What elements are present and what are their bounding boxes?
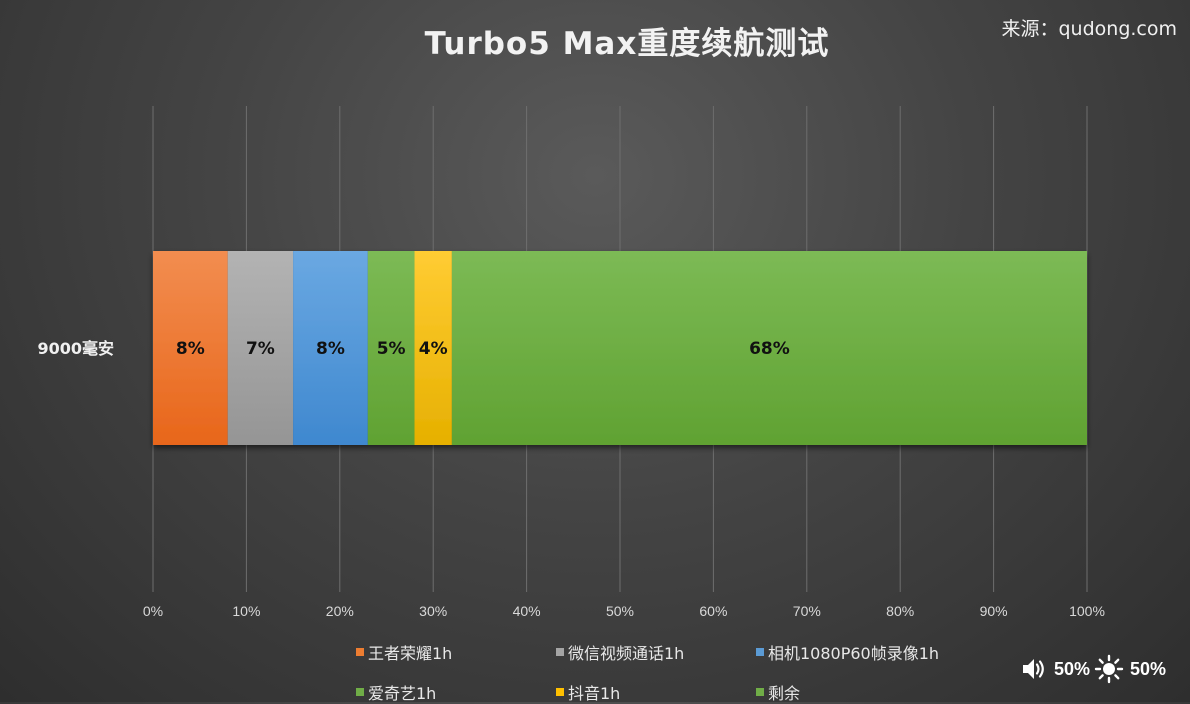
stacked-bar [153,251,1087,445]
x-tick-label: 100% [1069,603,1105,619]
chart: 0% 10% 20% 30% 40% 50% 60% 70% 80% 90% 100% 9000毫安… [37,106,1105,619]
x-tick-label: 10% [232,603,260,619]
legend-label: 抖音1h [568,684,621,703]
source-label: 来源：qudong.com [1001,18,1177,40]
x-tick-label: 50% [606,603,634,619]
legend-item: 相机1080P60帧录像1h [756,640,976,664]
x-tick-label: 0% [143,603,163,619]
x-tick-label: 80% [886,603,914,619]
legend-swatch [356,648,364,656]
legend-label: 王者荣耀1h [368,644,453,663]
data-label: 4% [419,339,448,359]
bar-segment [227,251,294,445]
data-label: 8% [176,339,205,359]
volume-value: 50% [1054,658,1091,679]
data-labels: 8% 7% 8% 5% 4% 68% [176,339,790,359]
data-label: 7% [246,339,275,359]
legend: 王者荣耀1h 微信视频通话1h 相机1080P60帧录像1h 爱奇艺1h 抖音1h 剩余 [356,640,976,704]
legend-item: 剩余 [756,680,976,704]
data-label: 5% [377,339,406,359]
legend-swatch [556,648,564,656]
bar-segment [451,251,1087,445]
legend-label: 爱奇艺1h [368,684,437,703]
legend-label: 剩余 [768,684,801,703]
x-tick-label: 30% [419,603,447,619]
data-label: 68% [749,339,790,359]
legend-label: 相机1080P60帧录像1h [768,644,940,663]
x-tick-label: 70% [793,603,821,619]
legend-swatch [356,688,364,696]
bar-segments [153,251,1087,445]
legend-swatch [756,648,764,656]
status-bar: 50% 50% [1020,654,1170,684]
legend-item: 爱奇艺1h [356,680,556,704]
data-label: 8% [316,339,345,359]
legend-swatch [556,688,564,696]
category-labels: 9000毫安 [37,339,114,358]
legend-item: 微信视频通话1h [556,640,756,664]
x-tick-label: 20% [326,603,354,619]
chart-title: Turbo5 Max重度续航测试 [424,26,830,62]
legend-label: 微信视频通话1h [568,644,685,663]
legend-swatch [756,688,764,696]
category-label: 9000毫安 [37,339,114,358]
brightness-value: 50% [1130,658,1167,679]
bar-segment [367,251,415,445]
legend-item: 抖音1h [556,680,756,704]
x-tick-label: 90% [980,603,1008,619]
bar-segment [293,251,368,445]
sun-icon [1094,654,1124,684]
x-tick-label: 40% [513,603,541,619]
bar-segment [414,251,452,445]
legend-item: 王者荣耀1h [356,640,556,664]
x-tick-label: 60% [699,603,727,619]
bar-segment [153,251,228,445]
x-tick-labels: 0% 10% 20% 30% 40% 50% 60% 70% 80% 90% 100% [143,603,1105,619]
speaker-icon [1023,659,1044,679]
